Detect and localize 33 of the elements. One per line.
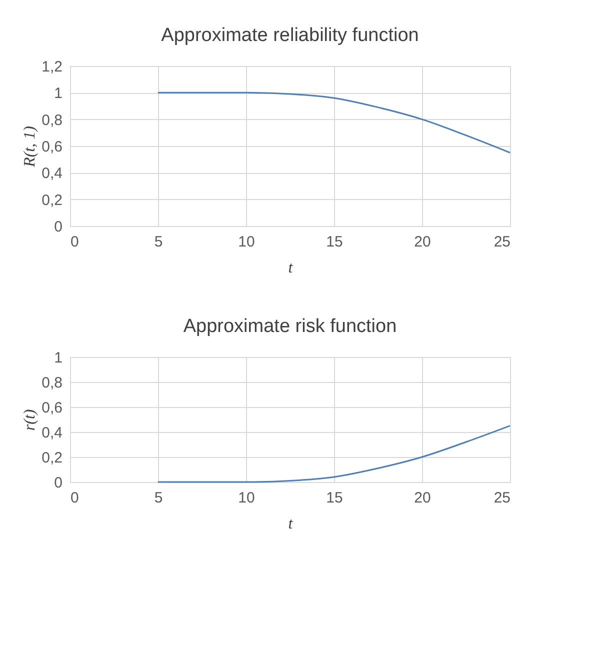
chart-title: Approximate risk function bbox=[183, 316, 397, 337]
x-tick-label: 0 bbox=[70, 234, 79, 250]
x-tick-label: 15 bbox=[326, 234, 343, 250]
y-tick-label: 0,8 bbox=[42, 374, 62, 392]
x-tick-label: 15 bbox=[326, 490, 343, 506]
line-series bbox=[157, 425, 511, 483]
x-axis-title: t bbox=[288, 260, 294, 276]
y-axis-title: R(t, 1) bbox=[22, 126, 39, 168]
x-tick-label: 0 bbox=[70, 490, 79, 506]
y-tick-label: 0,4 bbox=[42, 424, 62, 442]
line-series bbox=[157, 92, 511, 154]
y-tick-label: 0,8 bbox=[42, 112, 62, 129]
x-tick-label: 20 bbox=[414, 490, 431, 506]
y-tick-label: 0 bbox=[54, 474, 62, 492]
x-tick-label: 10 bbox=[238, 234, 255, 250]
y-tick-label: 1 bbox=[54, 85, 62, 102]
y-tick-label: 0,2 bbox=[42, 192, 62, 209]
y-tick-label: 0 bbox=[54, 218, 62, 236]
y-tick-label: 1,2 bbox=[42, 58, 62, 76]
chart-title: Approximate reliability function bbox=[161, 25, 419, 46]
x-axis-title: t bbox=[288, 516, 294, 532]
x-tick-label: 25 bbox=[494, 490, 510, 506]
x-tick-label: 5 bbox=[154, 234, 163, 250]
x-tick-label: 10 bbox=[238, 490, 255, 506]
y-axis-title: r(t) bbox=[22, 409, 39, 431]
x-tick-label: 20 bbox=[414, 234, 431, 250]
x-tick-label: 25 bbox=[494, 234, 510, 250]
y-tick-label: 0,6 bbox=[42, 400, 62, 416]
y-tick-label: 0,4 bbox=[42, 165, 62, 182]
y-tick-label: 0,6 bbox=[42, 138, 62, 156]
y-tick-label: 1 bbox=[54, 350, 62, 366]
x-tick-label: 5 bbox=[154, 490, 163, 506]
y-tick-label: 0,2 bbox=[42, 450, 62, 466]
